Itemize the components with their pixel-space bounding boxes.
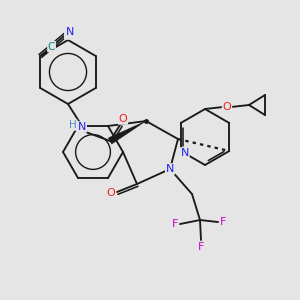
Text: N: N bbox=[66, 26, 74, 37]
Text: O: O bbox=[106, 188, 116, 198]
Text: F: F bbox=[65, 29, 71, 39]
Text: N: N bbox=[78, 122, 86, 132]
Text: C: C bbox=[48, 42, 55, 52]
Text: O: O bbox=[223, 102, 231, 112]
Text: F: F bbox=[172, 219, 178, 229]
Text: H: H bbox=[69, 120, 77, 130]
Polygon shape bbox=[108, 121, 146, 144]
Text: N: N bbox=[166, 164, 174, 174]
Text: O: O bbox=[118, 114, 127, 124]
Text: N: N bbox=[181, 148, 189, 158]
Text: F: F bbox=[198, 242, 204, 252]
Text: F: F bbox=[220, 217, 226, 227]
